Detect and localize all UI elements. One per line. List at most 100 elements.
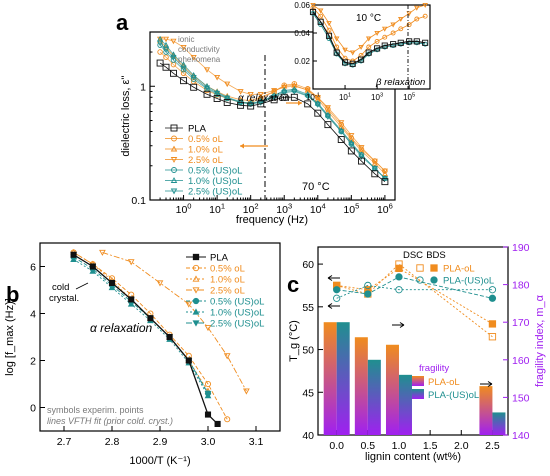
b-xtick-label: 2.9 — [153, 436, 168, 448]
a-point — [203, 67, 211, 73]
c-tg-point — [488, 333, 497, 341]
a-point — [314, 94, 321, 101]
a-point — [348, 133, 355, 139]
inset-point — [366, 44, 372, 50]
c-legend-label: PLA-oL — [443, 264, 475, 275]
inset-series — [310, 2, 428, 56]
b-point — [223, 353, 231, 360]
b-series-line — [73, 259, 209, 396]
inset-point — [414, 40, 420, 46]
inset-point — [342, 59, 349, 66]
ionic-label-2: conductivity — [178, 45, 220, 54]
c-y2tick-label: 180 — [512, 280, 530, 292]
inset-point — [398, 16, 404, 22]
a-point — [170, 51, 177, 57]
a-point — [163, 49, 169, 55]
inset-point — [374, 30, 380, 36]
shift-arrowhead-icon — [240, 143, 244, 149]
panel-c-frame — [317, 246, 509, 436]
a-point — [358, 151, 365, 158]
c-tg-line — [336, 276, 493, 299]
a-ylabel: dielectric loss, ε'' — [120, 75, 132, 156]
c-xtick-label: 2.5 — [485, 440, 500, 452]
a-series-line — [159, 40, 386, 175]
b-series — [70, 251, 221, 428]
inset-point — [381, 26, 388, 32]
a-legend-label: 0.5% oL — [188, 134, 223, 145]
c-xtick-label: 0.0 — [329, 440, 344, 452]
a-point — [291, 86, 298, 92]
c-tg-point — [395, 286, 403, 294]
a-point — [162, 36, 170, 43]
a-legend-label: 1.0% oL — [188, 145, 223, 156]
a-point — [170, 38, 177, 45]
a-legend-marker — [171, 167, 177, 173]
b-legend-marker — [192, 297, 200, 305]
inset-point — [326, 27, 332, 33]
a-ytick-label: 0.1 — [131, 195, 146, 207]
b-legend-label: 2.5% oL — [210, 286, 245, 297]
inset-series — [309, 8, 429, 67]
beta-relaxation-label: β relaxation — [375, 77, 425, 88]
b-note-2: lines VFTH fit (prior cold. cryst.) — [47, 416, 173, 426]
a-point — [304, 100, 312, 108]
c-xtick-label: 0.5 — [361, 440, 376, 452]
temperature-10-label: 10 °C — [356, 13, 381, 24]
b-series-line — [73, 252, 228, 420]
inset-point — [381, 42, 388, 49]
inset-series-line — [312, 4, 426, 54]
a-point — [304, 92, 311, 99]
inset-point — [413, 38, 420, 45]
b-xtick-label: 3.0 — [201, 436, 216, 448]
b-point — [185, 357, 192, 364]
b-series — [99, 249, 250, 395]
a-point — [357, 157, 365, 165]
inset-ytick-label: 0.06 — [294, 1, 310, 10]
a-point — [214, 74, 221, 81]
a-series-line — [159, 62, 386, 182]
inset-xtick-label: 101 — [339, 92, 351, 102]
a-ytick-label: 1 — [140, 81, 146, 93]
c-legend-marker — [430, 276, 438, 284]
a-point — [162, 63, 170, 71]
inset-point — [390, 30, 396, 36]
a-point — [381, 175, 388, 181]
a-point — [190, 76, 197, 83]
c-tg-point — [333, 286, 341, 294]
alpha-relaxation-label: α relaxation — [238, 93, 290, 104]
b-series-line — [102, 251, 247, 392]
inset-ticks: 10-1 101 103 105 0.02 0.04 0.06 — [294, 1, 415, 102]
c-y2label: fragility index, m_α — [534, 294, 546, 387]
c-legend-bds: BDS — [426, 250, 446, 261]
a-point — [372, 158, 378, 164]
inset-point — [358, 56, 365, 63]
c-tg-point — [364, 281, 372, 290]
a-series-line — [159, 44, 386, 179]
c-bar-us — [336, 322, 350, 435]
inset-point — [326, 21, 332, 27]
a-legend-label: 2.5% oL — [188, 155, 223, 166]
c-tg-line — [336, 263, 493, 338]
a-point — [348, 141, 355, 147]
a-point — [325, 106, 331, 112]
c-ylabel: T_g (°C) — [288, 320, 300, 362]
b-point — [204, 411, 212, 418]
inset-point — [317, 8, 324, 14]
b-point — [166, 333, 173, 341]
a-point — [170, 54, 177, 61]
a-legend-label: PLA — [188, 124, 207, 135]
b-ytick-label: 0 — [30, 403, 36, 415]
inset-point — [406, 11, 412, 17]
a-point — [324, 121, 332, 129]
a-point — [290, 93, 298, 101]
inset-point — [422, 13, 428, 19]
inset-point — [398, 26, 404, 32]
a-series-line — [159, 38, 386, 179]
a-point — [291, 87, 298, 94]
inset-ytick-label: 0.02 — [294, 57, 310, 66]
c-xlabel: lignin content (wt%) — [365, 451, 461, 463]
panel-a-label: a — [116, 10, 129, 35]
a-point — [291, 83, 298, 90]
a-point — [224, 95, 230, 102]
inset-ytick-label: 0.04 — [294, 29, 310, 38]
